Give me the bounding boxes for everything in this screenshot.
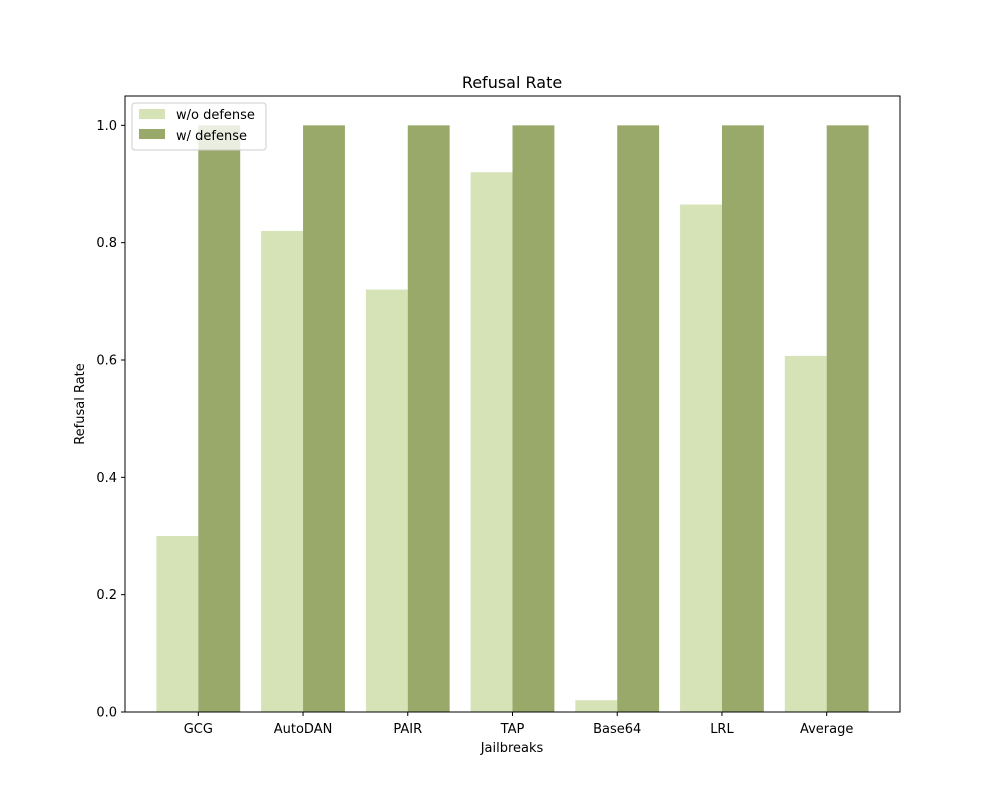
legend-swatch-w-defense — [139, 129, 165, 139]
x-tick-label-pair: PAIR — [393, 722, 422, 737]
x-tick-label-lrl: LRL — [710, 722, 734, 737]
bar-w-o-defense-lrl — [680, 204, 722, 713]
x-tick-label-base64: Base64 — [593, 722, 641, 737]
bar-w-defense-pair — [407, 125, 450, 713]
bar-w-defense-gcg — [198, 125, 241, 713]
bar-w-defense-lrl — [721, 125, 764, 713]
bar-w-defense-tap — [512, 125, 555, 713]
ticks-layer: GCG AutoDAN PAIR TAP Base64 LRL Average 0.0 0.2 0… — [96, 119, 853, 737]
legend-box — [131, 102, 267, 151]
legend: w/o defense w/ defense — [131, 102, 267, 151]
y-tick-label: 0.6 — [96, 354, 117, 369]
bar-w-defense-base64 — [617, 125, 660, 713]
bar-w-defense-average — [826, 125, 869, 713]
chart-title: Refusal Rate — [462, 73, 562, 92]
legend-label-w-o-defense: w/o defense — [176, 108, 255, 123]
bars-layer — [156, 125, 869, 713]
bar-w-defense-autodan — [303, 125, 345, 713]
y-axis-label: Refusal Rate — [73, 363, 88, 445]
bar-w-o-defense-autodan — [261, 230, 304, 712]
bar-w-o-defense-average — [784, 355, 827, 712]
y-tick-label: 0.0 — [96, 706, 117, 721]
bar-w-o-defense-gcg — [156, 536, 199, 712]
y-tick-label: 0.2 — [96, 588, 117, 603]
y-tick-label: 0.4 — [96, 471, 117, 486]
plot-frame — [124, 95, 901, 713]
x-tick-label-tap: TAP — [500, 722, 525, 737]
x-axis-label: Jailbreaks — [480, 741, 544, 756]
x-tick-label-gcg: GCG — [184, 722, 213, 737]
bar-w-o-defense-tap — [470, 172, 513, 712]
y-tick-label: 0.8 — [96, 236, 117, 251]
x-tick-label-average: Average — [800, 722, 853, 737]
bar-w-o-defense-base64 — [575, 700, 618, 712]
legend-swatch-w-o-defense — [139, 109, 165, 119]
y-tick-label: 1.0 — [96, 119, 117, 134]
bar-w-o-defense-pair — [365, 289, 408, 712]
legend-label-w-defense: w/ defense — [176, 129, 247, 144]
x-tick-label-autodan: AutoDAN — [274, 722, 333, 737]
